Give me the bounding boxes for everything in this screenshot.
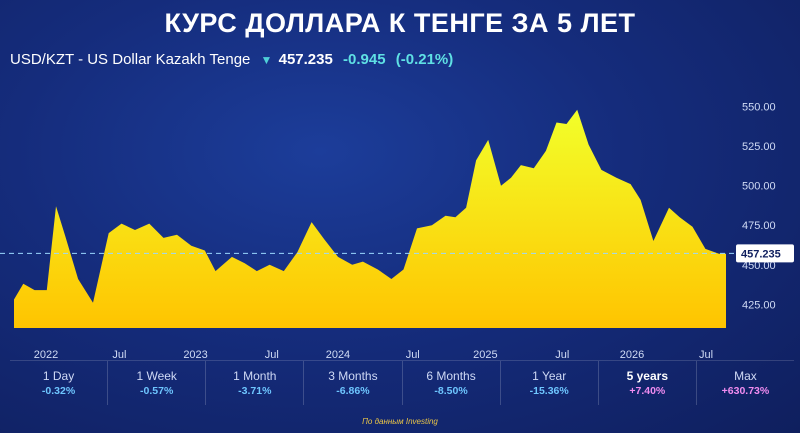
tab-1-year[interactable]: 1 Year -15.36%	[499, 361, 598, 405]
x-tick-label: Jul	[265, 349, 279, 360]
tab-label: 1 Year	[532, 369, 567, 383]
ticker-change-pct: (-0.21%)	[395, 51, 454, 68]
y-tick-label: 475.00	[742, 220, 776, 232]
y-tick-label: 450.00	[742, 260, 776, 272]
x-axis: 2022 Jul 2023 Jul 2024 Jul 2025 Jul 2026 Jul	[34, 349, 713, 360]
ticker-name: USD/KZT - US Dollar Kazakh Tenge	[10, 51, 251, 68]
x-tick-label: 2025	[473, 349, 497, 360]
price-area	[14, 109, 726, 328]
tab-label: 1 Month	[233, 369, 277, 383]
tab-6-months[interactable]: 6 Months -8.50%	[401, 361, 500, 405]
tab-1-month[interactable]: 1 Month -3.71%	[205, 361, 303, 405]
x-tick-label: 2022	[34, 349, 58, 360]
x-tick-label: Jul	[699, 349, 713, 360]
tab-change: -6.86%	[336, 385, 370, 397]
tab-label: 3 Months	[328, 369, 378, 383]
tab-change: -15.36%	[529, 385, 569, 397]
y-tick-label: 525.00	[742, 141, 776, 153]
tab-max[interactable]: Max +630.73%	[695, 361, 794, 405]
x-tick-label: 2024	[326, 349, 350, 360]
page-title: КУРС ДОЛЛАРА К ТЕНГЕ ЗА 5 ЛЕТ	[164, 8, 636, 38]
range-tabs: 1 Day -0.32% 1 Week -0.57% 1 Month -3.71% 3…	[10, 360, 794, 405]
tab-label: 5 years	[626, 369, 668, 383]
ticker-header: USD/KZT - US Dollar Kazakh Tenge ▼ 457.2…	[10, 51, 453, 68]
x-tick-label: 2023	[183, 349, 207, 360]
tab-change: -3.71%	[238, 385, 272, 397]
y-tick-label: 425.00	[742, 299, 776, 311]
current-price-marker: 457.235	[736, 244, 794, 263]
tab-label: 6 Months	[426, 369, 476, 383]
tab-change: -0.32%	[41, 385, 76, 397]
y-tick-label: 550.00	[742, 102, 776, 114]
y-axis: 425.00 450.00 475.00 500.00 525.00 550.00	[742, 102, 776, 312]
tab-label: Max	[734, 369, 757, 383]
down-arrow-icon: ▼	[260, 53, 273, 67]
ticker-price: 457.235	[278, 51, 333, 68]
tab-change: +630.73%	[721, 385, 770, 397]
price-chart: 425.00 450.00 475.00 500.00 525.00 550.00 202…	[0, 102, 794, 360]
tab-1-day[interactable]: 1 Day -0.32%	[10, 361, 107, 405]
x-tick-label: Jul	[406, 349, 420, 360]
tab-change: +7.40%	[629, 385, 666, 397]
tab-change: -0.57%	[140, 385, 174, 397]
tab-5-years[interactable]: 5 years +7.40%	[597, 361, 696, 405]
x-tick-label: 2026	[620, 349, 644, 360]
current-price-label: 457.235	[741, 248, 781, 260]
tab-3-months[interactable]: 3 Months -6.86%	[303, 361, 401, 405]
tab-change: -8.50%	[434, 385, 468, 397]
x-tick-label: Jul	[112, 349, 126, 360]
tab-label: 1 Week	[136, 369, 177, 383]
x-tick-label: Jul	[555, 349, 569, 360]
source-note: По данным Investing	[362, 417, 438, 426]
tab-label: 1 Day	[42, 369, 75, 383]
tab-1-week[interactable]: 1 Week -0.57%	[107, 361, 205, 405]
y-tick-label: 500.00	[742, 181, 776, 193]
ticker-change: -0.945	[343, 51, 386, 68]
